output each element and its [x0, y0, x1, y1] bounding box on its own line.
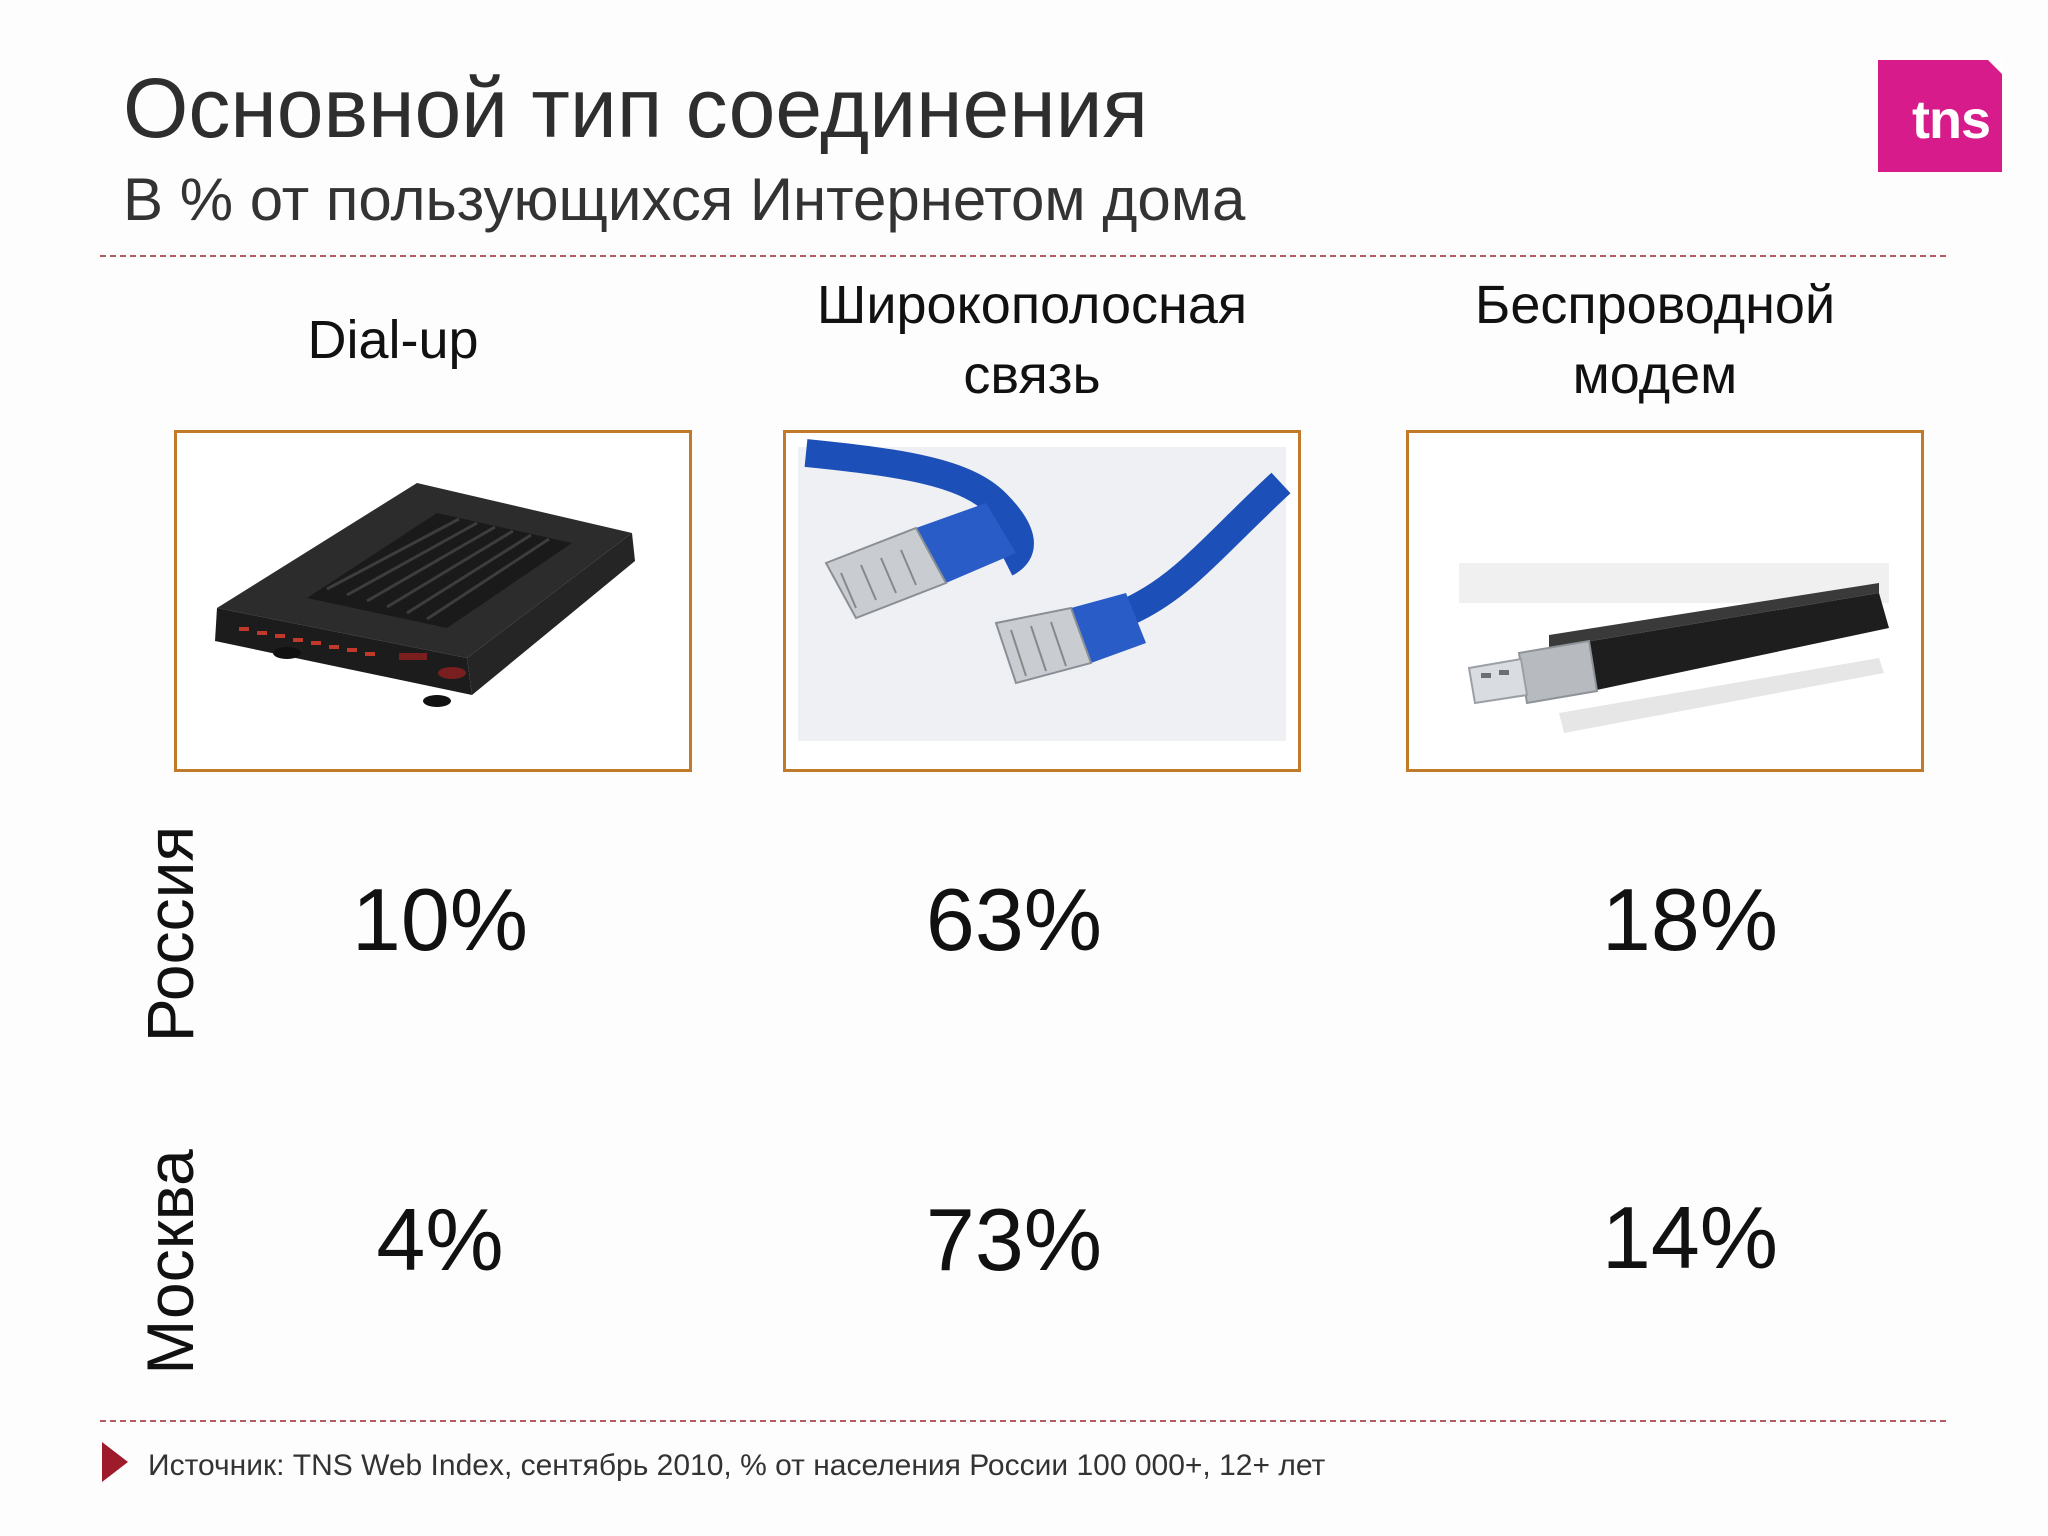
- value-moscow-dialup: 4%: [376, 1190, 504, 1289]
- dialup-modem-image: [174, 430, 692, 772]
- column-heading-line1: Dial-up: [307, 310, 479, 370]
- row-label-russia: Россия: [133, 825, 207, 1043]
- tns-logo: tns: [1878, 60, 2002, 172]
- logo-text: tns: [1912, 90, 1991, 150]
- bottom-divider: [100, 1420, 1946, 1422]
- logo-corner: [1988, 60, 2002, 74]
- column-heading-line1: Широкополосная: [816, 275, 1248, 335]
- usb-modem-image: [1406, 430, 1924, 772]
- value-moscow-wireless: 14%: [1601, 1188, 1779, 1287]
- usb-modem-illustration: [1409, 433, 1921, 769]
- column-heading-line1: Беспроводной: [1474, 275, 1836, 335]
- source-arrow-icon: [102, 1442, 128, 1482]
- ethernet-cables-illustration: [786, 433, 1298, 769]
- value-moscow-broadband: 73%: [925, 1190, 1103, 1289]
- ethernet-cables-image: [783, 430, 1301, 772]
- slide-title: Основной тип соединения: [123, 61, 1149, 155]
- column-heading-dialup: Dial-up: [133, 305, 653, 375]
- slide-subtitle: В % от пользующихся Интернетом дома: [123, 166, 1246, 233]
- dialup-modem-illustration: [177, 433, 689, 769]
- value-russia-broadband: 63%: [925, 870, 1103, 969]
- column-heading-broadband: Широкополосная связь: [772, 270, 1292, 410]
- value-russia-wireless: 18%: [1601, 870, 1779, 969]
- column-heading-line2: связь: [963, 345, 1101, 405]
- source-note: Источник: TNS Web Index, сентябрь 2010, …: [148, 1449, 1326, 1482]
- column-heading-wireless: Беспроводной модем: [1395, 270, 1915, 410]
- value-russia-dialup: 10%: [351, 870, 529, 969]
- top-divider: [100, 255, 1946, 257]
- row-label-moscow: Москва: [133, 1149, 207, 1375]
- column-heading-line2: модем: [1572, 345, 1738, 405]
